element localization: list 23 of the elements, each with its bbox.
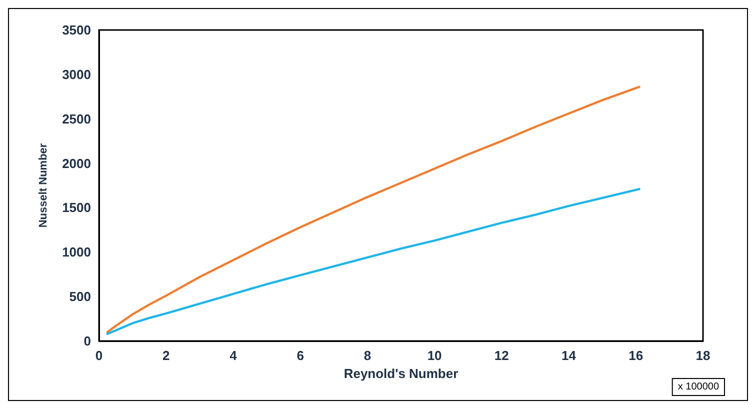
x-tick-label: 12 <box>494 348 509 363</box>
y-tick-label: 1500 <box>62 200 91 216</box>
x-tick-label: 14 <box>562 348 577 363</box>
y-tick-label: 500 <box>69 289 91 304</box>
x-tick-label: 18 <box>696 348 710 363</box>
x-tick-label: 2 <box>162 348 170 363</box>
line-series <box>106 86 640 334</box>
x-tick-label: 4 <box>230 348 238 363</box>
y-tick-label: 2500 <box>62 111 91 126</box>
x-axis-title: Reynold's Number <box>344 366 458 381</box>
y-axis-title: Nusselt Number <box>38 142 50 228</box>
x-tick-label: 8 <box>364 348 372 363</box>
y-tick-label: 3000 <box>62 66 91 82</box>
x-tick-label: 6 <box>296 348 304 363</box>
y-tick-label: 1000 <box>62 244 91 260</box>
x-tick-label: 0 <box>95 348 103 363</box>
line-series <box>106 188 640 335</box>
y-tick-label: 2000 <box>62 156 91 171</box>
x-tick-label: 16 <box>628 348 644 363</box>
y-tick-label: 3500 <box>62 22 91 38</box>
y-tick-label: 0 <box>84 334 91 348</box>
x-tick-label: 10 <box>427 348 442 363</box>
text: x 100000 <box>678 382 720 392</box>
